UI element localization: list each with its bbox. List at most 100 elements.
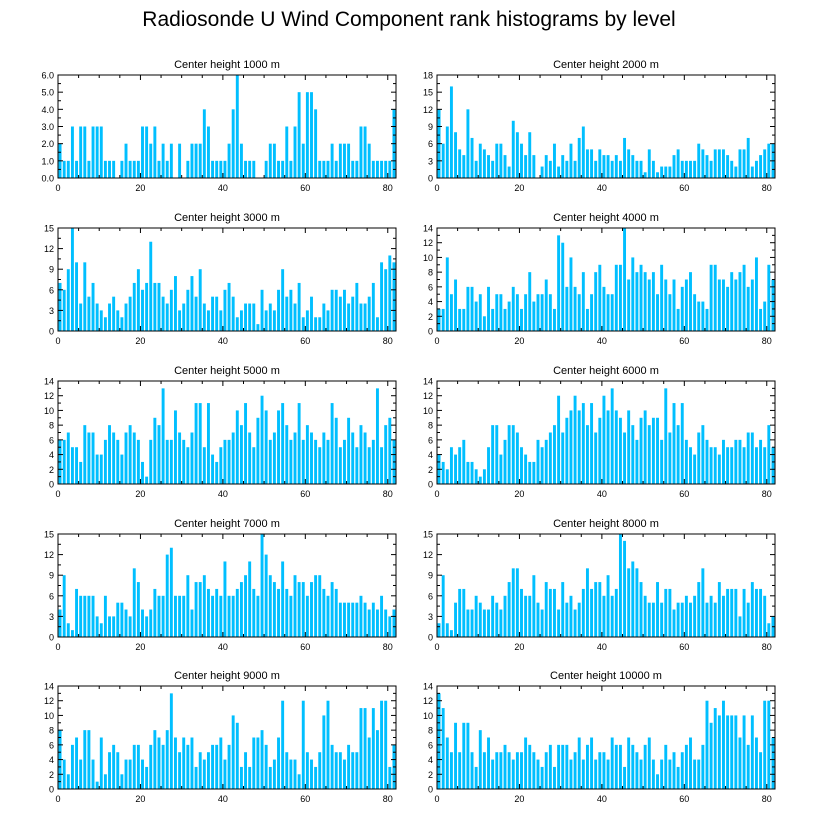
histogram-bar	[738, 272, 742, 331]
histogram-bar	[594, 272, 598, 331]
histogram-bar	[136, 160, 140, 178]
histogram-bar	[116, 439, 120, 484]
histogram-bar	[709, 595, 713, 637]
histogram-bar	[503, 439, 507, 484]
histogram-bar	[239, 425, 243, 484]
histogram-bar	[651, 272, 655, 331]
y-tick-label: 6.0	[41, 71, 54, 81]
histogram-bar	[627, 410, 631, 484]
histogram-bar	[338, 447, 342, 484]
histogram-bar	[239, 310, 243, 331]
histogram-bar	[165, 554, 169, 637]
x-tick-label: 40	[597, 794, 607, 804]
histogram-bar	[219, 447, 223, 484]
histogram-bar	[141, 609, 144, 637]
histogram-bar	[248, 766, 252, 789]
histogram-bar	[693, 294, 697, 331]
histogram-bar	[112, 616, 116, 637]
histogram-bar	[763, 595, 767, 637]
histogram-bar	[223, 289, 227, 331]
histogram-bar	[215, 461, 219, 484]
histogram-bar	[730, 160, 734, 178]
histogram-bar	[730, 715, 734, 789]
histogram-bar	[322, 588, 326, 637]
histogram-bar	[540, 447, 544, 484]
histogram-bar	[231, 715, 235, 789]
histogram-bar	[75, 262, 79, 331]
histogram-bar	[136, 582, 140, 637]
histogram-bar	[112, 744, 116, 789]
histogram-bar	[754, 160, 758, 178]
histogram-panel: Center height 9000 m 0 2 4 6 8 10 12 14 0 20 40 60 80	[44, 670, 397, 804]
histogram-bar	[227, 439, 231, 484]
histogram-bar	[680, 602, 684, 637]
histogram-bar	[186, 744, 190, 789]
histogram-bar	[750, 432, 754, 484]
histogram-bar	[441, 575, 445, 637]
histogram-bar	[672, 609, 676, 637]
histogram-bar	[301, 439, 305, 484]
histogram-bar	[598, 149, 602, 178]
histogram-bar	[557, 609, 561, 637]
histogram-bar	[132, 432, 136, 484]
histogram-bar	[264, 310, 268, 331]
histogram-bar	[124, 432, 128, 484]
histogram-bar	[285, 588, 289, 637]
histogram-bar	[145, 126, 149, 178]
histogram-bar	[108, 160, 111, 178]
histogram-bar	[182, 595, 186, 637]
histogram-bar	[289, 759, 293, 789]
histogram-bar	[194, 766, 198, 789]
histogram-bar	[491, 308, 495, 331]
histogram-bar	[108, 616, 111, 637]
histogram-bar	[573, 160, 577, 178]
panel-title: Center height 9000 m	[174, 670, 280, 682]
histogram-bar	[713, 602, 717, 637]
histogram-bar	[103, 595, 107, 637]
histogram-bar	[511, 286, 515, 331]
histogram-bar	[211, 160, 215, 178]
histogram-bar	[66, 160, 70, 178]
histogram-bar	[767, 143, 771, 178]
histogram-bar	[153, 588, 157, 637]
histogram-bar	[520, 752, 523, 789]
x-tick-label: 80	[383, 642, 393, 652]
histogram-bar	[338, 296, 342, 331]
histogram-bar	[557, 744, 561, 789]
histogram-bar	[618, 534, 622, 637]
histogram-bar	[371, 708, 375, 789]
panel-title: Center height 8000 m	[553, 518, 659, 530]
histogram-bar	[618, 417, 622, 484]
histogram-bar	[141, 126, 144, 178]
histogram-bar	[705, 700, 709, 789]
histogram-bar	[392, 609, 396, 637]
histogram-bar	[684, 160, 688, 178]
histogram-bar	[264, 160, 268, 178]
histogram-bar	[79, 126, 83, 178]
histogram-bar	[359, 595, 363, 637]
x-tick-label: 20	[514, 794, 524, 804]
y-tick-label: 12	[44, 391, 54, 401]
histogram-bar	[128, 616, 132, 637]
histogram-bar	[499, 294, 503, 331]
histogram-bar	[750, 582, 754, 637]
histogram-bar	[190, 432, 194, 484]
histogram-bar	[108, 303, 111, 331]
histogram-bar	[676, 308, 680, 331]
histogram-bar	[244, 403, 248, 484]
histogram-bar	[70, 630, 74, 637]
y-tick-label: 3	[428, 612, 433, 622]
x-tick-label: 80	[762, 183, 772, 193]
histogram-bar	[351, 160, 355, 178]
histogram-bar	[359, 303, 363, 331]
histogram-bar	[746, 602, 750, 637]
histogram-bar	[689, 160, 692, 178]
histogram-bar	[297, 774, 301, 789]
histogram-bar	[536, 759, 540, 789]
histogram-bar	[532, 752, 536, 789]
histogram-bar	[647, 425, 651, 484]
histogram-bar	[87, 730, 91, 789]
y-tick-label: 4	[49, 755, 54, 765]
histogram-bar	[585, 149, 589, 178]
histogram-bar	[717, 582, 721, 637]
